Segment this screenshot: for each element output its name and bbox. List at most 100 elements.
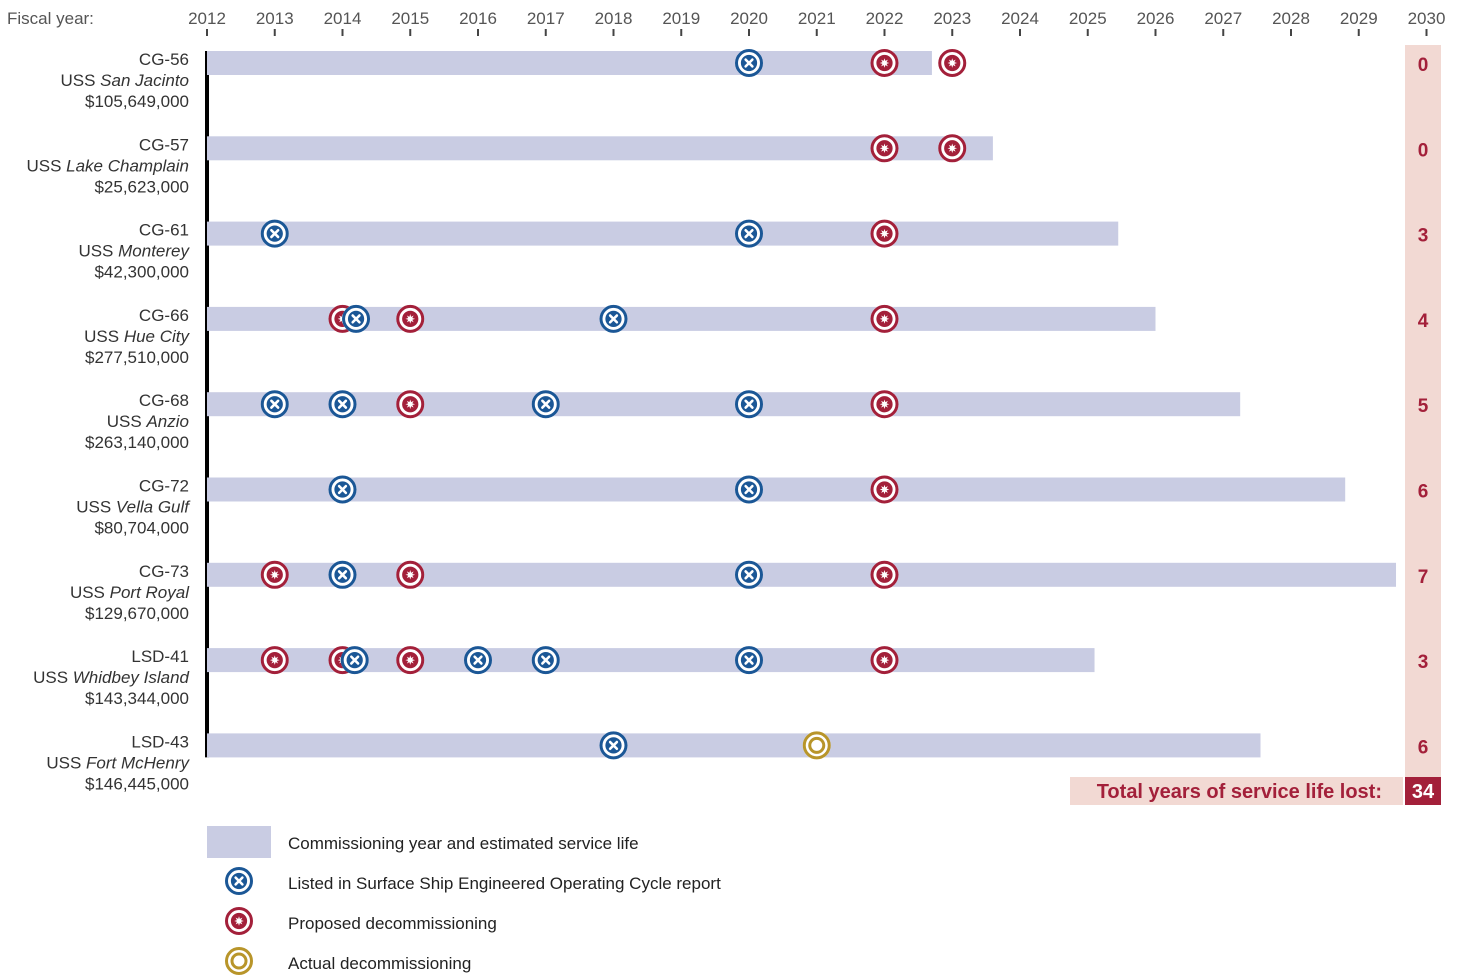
ship-row: LSD-43 USS Fort McHenry $146,445,000 6 (46, 731, 1428, 793)
years-lost-value: 0 (1418, 55, 1429, 76)
sseoc-marker-icon (531, 390, 560, 419)
hull-number: LSD-41 (131, 647, 189, 666)
legend-item: Commissioning year and estimated service… (207, 826, 639, 858)
sseoc-marker-icon (735, 475, 763, 504)
x-axis-label: Fiscal year: (7, 9, 94, 28)
x-tick-label: 2030 (1408, 9, 1446, 28)
years-lost-value: 3 (1418, 226, 1429, 247)
service-life-bar (207, 477, 1346, 502)
total-value-background (1405, 777, 1441, 805)
ship-name: USS Fort McHenry (46, 753, 190, 772)
x-tick-label: 2028 (1272, 9, 1310, 28)
x-tick-label: 2017 (527, 9, 565, 28)
service-life-bar (207, 51, 932, 75)
proposed-marker-icon (870, 646, 899, 675)
sseoc-marker-icon (735, 390, 763, 419)
ship-row: CG-66 USS Hue City $277,510,000 4 (84, 304, 1429, 367)
ship-row: CG-73 USS Port Royal $129,670,000 7 (70, 560, 1429, 623)
ship-name: USS Lake Champlain (26, 156, 189, 175)
years-lost-background (1405, 45, 1441, 777)
proposed-marker-icon (396, 560, 425, 589)
ship-cost: $143,344,000 (85, 689, 189, 708)
service-life-bar (207, 733, 1261, 758)
ship-cost: $105,649,000 (85, 92, 189, 111)
total-label: Total years of service life lost: (1097, 781, 1382, 803)
years-lost-value: 6 (1418, 482, 1429, 503)
x-tick-label: 2023 (933, 9, 971, 28)
legend-bar-swatch (207, 826, 271, 858)
total-label-background (1070, 777, 1403, 805)
years-lost-value: 3 (1418, 652, 1429, 673)
legend-item: Listed in Surface Ship Engineered Operat… (225, 867, 721, 895)
x-tick-label: 2021 (798, 9, 836, 28)
ship-cost: $263,140,000 (85, 433, 189, 452)
x-tick-label: 2012 (188, 9, 226, 28)
proposed-marker-icon (938, 134, 967, 163)
sseoc-marker-icon (599, 731, 628, 760)
legend: Commissioning year and estimated service… (207, 826, 721, 975)
sseoc-marker-icon (464, 646, 492, 675)
x-tick-label: 2014 (324, 9, 362, 28)
hull-number: CG-61 (139, 221, 189, 240)
x-tick-label: 2025 (1069, 9, 1107, 28)
years-lost-value: 5 (1418, 396, 1429, 417)
x-tick-label: 2027 (1204, 9, 1242, 28)
years-lost-column (1405, 45, 1441, 777)
hull-number: CG-68 (139, 391, 189, 410)
proposed-marker-icon (870, 219, 899, 248)
hull-number: CG-56 (139, 50, 189, 69)
ship-name: USS Whidbey Island (33, 668, 189, 687)
legend-label: Actual decommissioning (288, 954, 471, 973)
sseoc-marker-icon (328, 560, 357, 589)
proposed-marker-icon (870, 304, 899, 333)
ship-name: USS Port Royal (70, 583, 190, 602)
sseoc-marker-icon (735, 49, 763, 77)
proposed-marker-icon (870, 390, 899, 419)
x-tick-label: 2015 (391, 9, 429, 28)
ship-row: CG-68 USS Anzio $263,140,000 5 (85, 390, 1429, 452)
sseoc-marker-icon (599, 304, 628, 333)
years-lost-value: 6 (1418, 737, 1429, 758)
ship-cost: $42,300,000 (94, 263, 189, 282)
x-tick-label: 2020 (730, 9, 768, 28)
ship-row: CG-56 USS San Jacinto $105,649,000 0 (60, 49, 1428, 111)
total-value: 34 (1412, 781, 1435, 803)
x-tick-label: 2016 (459, 9, 497, 28)
ship-cost: $80,704,000 (94, 519, 189, 538)
ship-name: USS Monterey (78, 242, 190, 261)
ship-row: CG-57 USS Lake Champlain $25,623,000 0 (26, 134, 1428, 196)
proposed-marker-icon (870, 49, 899, 77)
service-life-bar (207, 562, 1397, 587)
proposed-marker-icon (225, 907, 253, 935)
ship-row: CG-61 USS Monterey $42,300,000 3 (78, 219, 1429, 282)
sseoc-marker-icon (735, 646, 763, 675)
proposed-marker-icon (870, 134, 899, 163)
hull-number: CG-73 (139, 562, 189, 581)
proposed-marker-icon (938, 49, 967, 77)
proposed-marker-icon (396, 304, 425, 333)
sseoc-marker-icon (328, 475, 357, 504)
ship-name: USS San Jacinto (60, 71, 189, 90)
hull-number: LSD-43 (131, 732, 189, 751)
sseoc-marker-icon (260, 390, 289, 419)
legend-label: Commissioning year and estimated service… (288, 834, 639, 853)
x-tick-label: 2013 (256, 9, 294, 28)
ship-cost: $146,445,000 (85, 774, 189, 793)
x-tick-label: 2029 (1340, 9, 1378, 28)
x-tick-label: 2024 (1001, 9, 1039, 28)
x-tick-label: 2019 (662, 9, 700, 28)
actual-marker-icon (225, 947, 253, 975)
x-tick-label: 2026 (1137, 9, 1175, 28)
years-lost-value: 4 (1418, 311, 1429, 332)
x-tick-label: 2022 (866, 9, 904, 28)
service-life-bar (207, 221, 1119, 246)
ship-rows: CG-56 USS San Jacinto $105,649,000 0 CG-57 US… (26, 49, 1429, 793)
sseoc-marker-icon (340, 646, 369, 675)
legend-item: Actual decommissioning (225, 947, 471, 975)
legend-label: Listed in Surface Ship Engineered Operat… (288, 874, 721, 893)
years-lost-value: 7 (1418, 567, 1429, 588)
legend-item: Proposed decommissioning (225, 907, 497, 935)
sseoc-marker-icon (342, 304, 371, 333)
proposed-marker-icon (396, 646, 425, 675)
